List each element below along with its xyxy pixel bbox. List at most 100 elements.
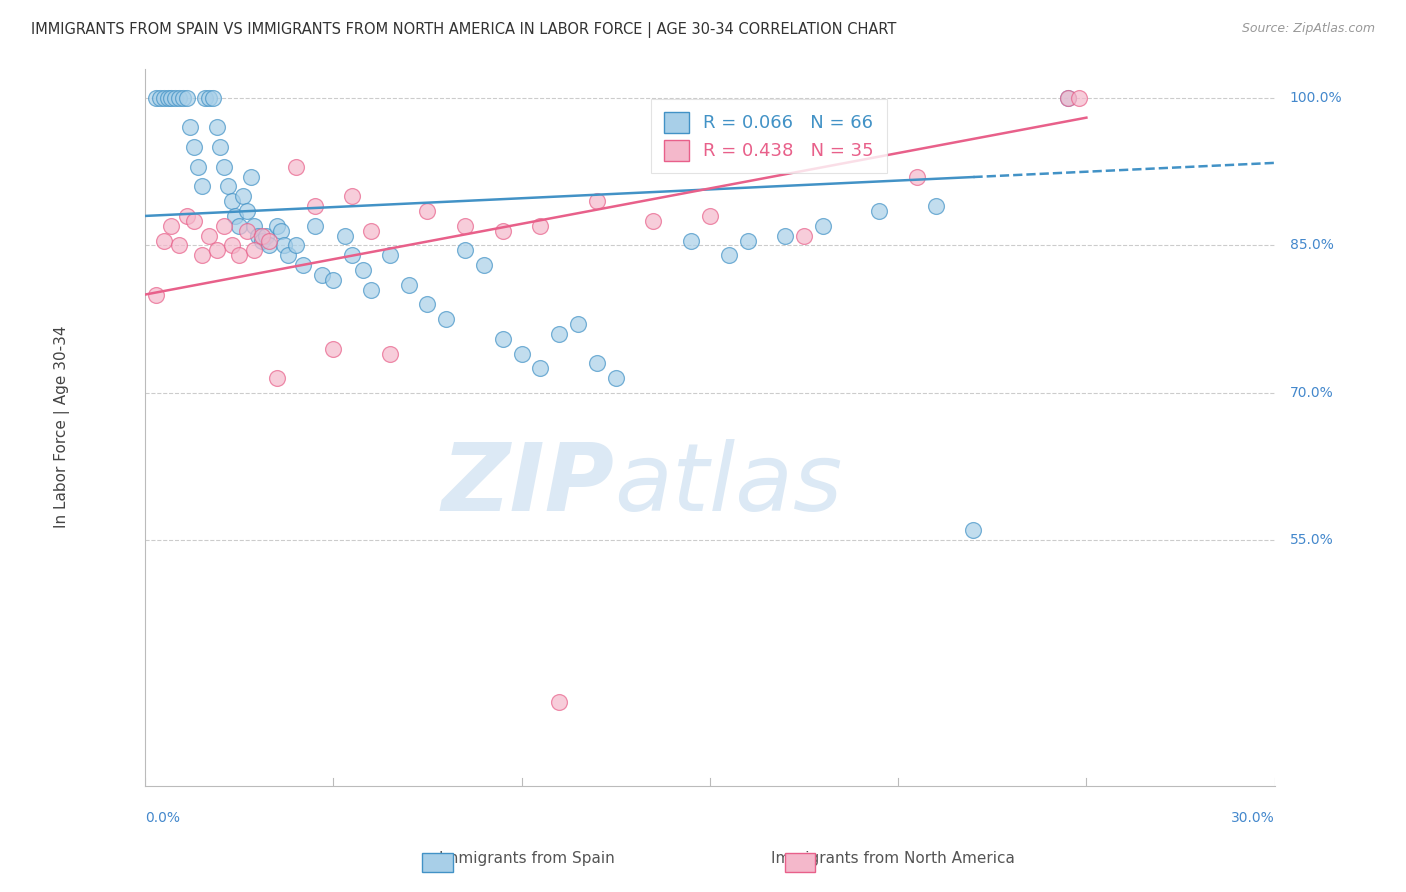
Text: Source: ZipAtlas.com: Source: ZipAtlas.com [1241, 22, 1375, 36]
Point [510, 346, 533, 360]
Point [198, 91, 221, 105]
Point [247, 228, 270, 243]
Point [183, 140, 205, 154]
Point [239, 169, 262, 184]
Point [176, 91, 198, 105]
Point [156, 91, 179, 105]
Point [205, 120, 228, 135]
Point [266, 219, 288, 233]
Point [190, 179, 212, 194]
Point [250, 234, 273, 248]
Point [340, 248, 363, 262]
Text: 70.0%: 70.0% [1289, 386, 1333, 400]
Point [221, 238, 243, 252]
Point [962, 524, 984, 538]
Point [811, 219, 834, 233]
Point [254, 228, 277, 243]
Point [472, 258, 495, 272]
Text: IMMIGRANTS FROM SPAIN VS IMMIGRANTS FROM NORTH AMERICA IN LABOR FORCE | AGE 30-3: IMMIGRANTS FROM SPAIN VS IMMIGRANTS FROM… [31, 22, 896, 38]
Point [333, 228, 356, 243]
Point [699, 209, 721, 223]
Point [228, 248, 250, 262]
Point [304, 199, 326, 213]
Point [492, 224, 515, 238]
Point [643, 214, 665, 228]
Point [165, 91, 187, 105]
Point [167, 91, 190, 105]
Point [190, 248, 212, 262]
Point [273, 238, 295, 252]
Point [925, 199, 948, 213]
Point [1056, 91, 1078, 105]
Point [212, 219, 235, 233]
Point [492, 332, 515, 346]
Point [567, 317, 589, 331]
Point [201, 91, 224, 105]
Point [322, 342, 344, 356]
Point [360, 224, 382, 238]
Point [270, 224, 292, 238]
Point [235, 224, 257, 238]
Text: atlas: atlas [614, 439, 842, 530]
Text: ZIP: ZIP [441, 439, 614, 531]
Point [284, 238, 307, 252]
Point [322, 273, 344, 287]
Text: 100.0%: 100.0% [1289, 91, 1343, 105]
Point [277, 248, 299, 262]
Point [586, 194, 609, 209]
Point [259, 238, 281, 252]
Point [153, 234, 176, 248]
Point [224, 209, 246, 223]
Point [183, 214, 205, 228]
Point [905, 169, 928, 184]
Point [434, 312, 457, 326]
Point [605, 371, 627, 385]
Point [679, 234, 702, 248]
Point [360, 283, 382, 297]
Point [209, 140, 232, 154]
Point [176, 209, 198, 223]
Point [235, 204, 257, 219]
Point [153, 91, 176, 105]
Point [416, 297, 439, 311]
Point [179, 120, 201, 135]
Point [187, 160, 209, 174]
Text: In Labor Force | Age 30-34: In Labor Force | Age 30-34 [55, 326, 70, 528]
Point [205, 244, 228, 258]
Legend: R = 0.066   N = 66, R = 0.438   N = 35: R = 0.066 N = 66, R = 0.438 N = 35 [651, 99, 887, 173]
Point [250, 228, 273, 243]
Point [773, 228, 796, 243]
Point [259, 234, 281, 248]
Point [353, 263, 375, 277]
Point [149, 91, 172, 105]
Point [586, 356, 609, 370]
Point [378, 248, 401, 262]
Point [529, 219, 551, 233]
Point [160, 91, 183, 105]
Point [198, 228, 221, 243]
Point [145, 91, 167, 105]
Text: Immigrants from Spain: Immigrants from Spain [439, 851, 616, 865]
Point [221, 194, 243, 209]
Point [243, 219, 266, 233]
Point [529, 361, 551, 376]
Point [1067, 91, 1090, 105]
Point [243, 244, 266, 258]
Point [167, 238, 190, 252]
Point [548, 695, 571, 709]
Point [1056, 91, 1078, 105]
Point [454, 219, 477, 233]
Point [145, 287, 167, 301]
Point [548, 326, 571, 341]
Text: 0.0%: 0.0% [145, 811, 180, 824]
Point [232, 189, 254, 203]
Point [793, 228, 815, 243]
Text: 55.0%: 55.0% [1289, 533, 1333, 548]
Point [194, 91, 217, 105]
Point [454, 244, 477, 258]
Point [378, 346, 401, 360]
Point [304, 219, 326, 233]
Point [160, 219, 183, 233]
Point [717, 248, 740, 262]
Text: 30.0%: 30.0% [1230, 811, 1275, 824]
